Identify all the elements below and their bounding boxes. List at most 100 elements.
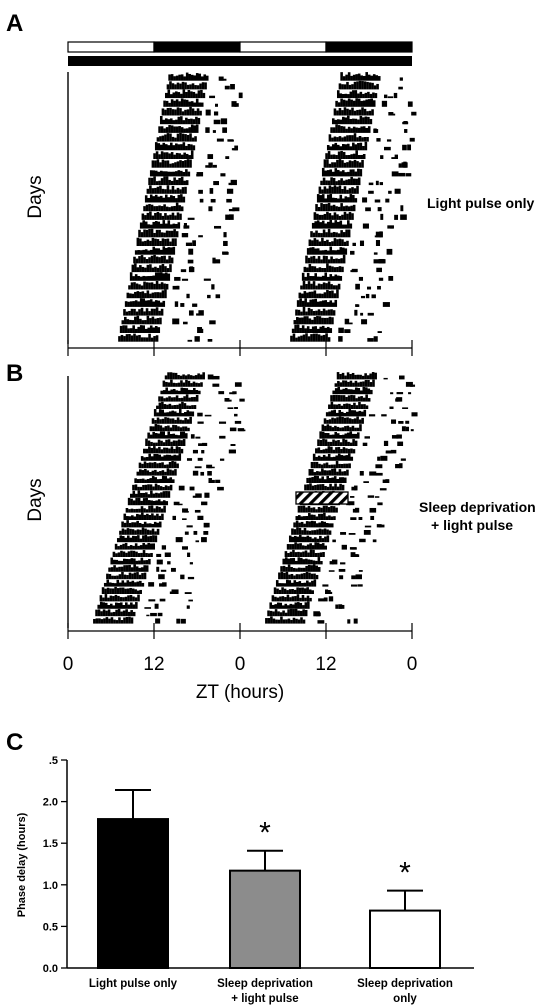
activity-bin (360, 75, 363, 81)
activity-bin (322, 334, 326, 342)
activity-bin (159, 292, 162, 299)
activity-bin (317, 334, 321, 342)
activity-bin (164, 223, 168, 229)
activity-bin (149, 170, 153, 177)
activity-bin (302, 334, 306, 342)
activity-bin (350, 404, 354, 409)
activity-bin (339, 382, 343, 387)
activity-bin (156, 267, 160, 273)
activity-bin (311, 240, 314, 246)
activity-bin (351, 84, 354, 90)
activity-bout (177, 503, 183, 506)
activity-bin (159, 249, 163, 255)
activity-bin (308, 513, 311, 520)
activity-bin (174, 189, 177, 194)
activity-bout (214, 103, 218, 107)
activity-bin (345, 229, 348, 238)
activity-bin (323, 186, 327, 194)
activity-bin (328, 213, 332, 220)
activity-bin (303, 588, 307, 594)
activity-bin (315, 523, 319, 528)
activity-bin (175, 75, 179, 81)
activity-bin (149, 194, 153, 203)
activity-bin (164, 471, 167, 476)
activity-bin (172, 171, 176, 177)
activity-bin (153, 206, 156, 212)
activity-bin (166, 417, 170, 424)
activity-bin (326, 433, 330, 439)
activity-bin (276, 597, 280, 602)
activity-bin (358, 80, 362, 90)
activity-bin (156, 405, 159, 409)
activity-bin (321, 167, 325, 177)
activity-bin (169, 372, 173, 380)
activity-bin (150, 447, 154, 454)
activity-bin (311, 299, 315, 307)
activity-bin (371, 82, 374, 90)
activity-bin (317, 439, 320, 446)
activity-bout (377, 285, 381, 290)
activity-bin (305, 507, 308, 513)
activity-bout (187, 339, 193, 342)
activity-bout (213, 181, 220, 186)
activity-bin (141, 478, 145, 483)
activity-bin (116, 588, 120, 594)
activity-bout (367, 312, 374, 316)
activity-bin (345, 463, 349, 469)
activity-bin (359, 115, 363, 125)
activity-bin (143, 281, 146, 290)
activity-bin (340, 72, 343, 81)
activity-bout (340, 532, 347, 535)
activity-bin (370, 389, 373, 395)
activity-bin (173, 411, 177, 417)
activity-bin (154, 318, 157, 325)
activity-bin (297, 602, 300, 609)
activity-bin (182, 431, 186, 439)
activity-bin (332, 390, 335, 395)
activity-bin (184, 134, 187, 142)
activity-bout (180, 269, 187, 273)
activity-bin (159, 162, 162, 168)
activity-bin (320, 233, 323, 238)
activity-bin (123, 309, 126, 316)
activity-bin (350, 456, 354, 461)
activity-bout (358, 276, 364, 281)
activity-bin (354, 90, 358, 99)
activity-bin (326, 188, 329, 194)
activity-bin (305, 565, 308, 572)
activity-bin (161, 290, 165, 299)
activity-bin (315, 560, 318, 565)
activity-bin (325, 203, 328, 212)
activity-bin (118, 617, 121, 624)
activity-bin (341, 189, 344, 194)
activity-bin (359, 381, 363, 387)
activity-bin (129, 537, 133, 543)
activity-bin (314, 485, 317, 491)
activity-bin (175, 91, 178, 99)
activity-bin (130, 567, 134, 572)
activity-bin (165, 439, 168, 446)
activity-bin (168, 396, 171, 402)
activity-bin (366, 81, 369, 90)
activity-bin (166, 185, 170, 194)
activity-bin (320, 456, 323, 461)
activity-bout (378, 277, 384, 281)
activity-bin (128, 616, 131, 624)
activity-bin (296, 587, 299, 594)
activity-bin (333, 464, 336, 469)
activity-bin (321, 468, 324, 476)
activity-bin (156, 212, 160, 220)
activity-bin (124, 588, 127, 594)
activity-bin (106, 587, 110, 594)
activity-bin (169, 214, 172, 220)
activity-bin (160, 449, 164, 454)
activity-bout (388, 112, 394, 116)
activity-bin (154, 326, 158, 333)
activity-bin (166, 84, 170, 90)
actogram-a-ylabel: Days (25, 175, 46, 218)
activity-bin (170, 118, 173, 125)
activity-bin (134, 274, 138, 281)
activity-bin (313, 475, 317, 483)
activity-bin (271, 595, 275, 602)
activity-bin (348, 403, 351, 409)
